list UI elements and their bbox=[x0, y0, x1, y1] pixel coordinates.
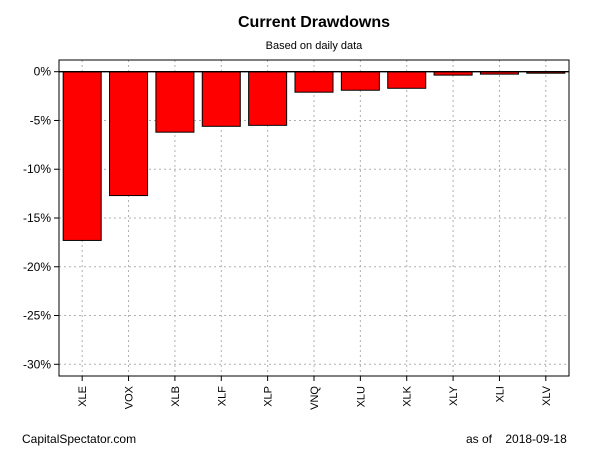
x-tick-label: XLU bbox=[355, 386, 367, 407]
source-credit: CapitalSpectator.com bbox=[22, 432, 137, 446]
bar-xlf bbox=[201, 71, 241, 127]
as-of-date: as of 2018-09-18 bbox=[466, 432, 567, 446]
as-of-value: 2018-09-18 bbox=[505, 432, 567, 446]
x-tick-label: XLF bbox=[216, 386, 228, 406]
chart-title: Current Drawdowns bbox=[238, 14, 390, 31]
y-tick-label: -15% bbox=[23, 211, 51, 225]
x-tick-label: XLK bbox=[402, 385, 414, 406]
x-tick-label: XLI bbox=[494, 386, 506, 403]
x-tick-label: XLB bbox=[170, 386, 182, 407]
x-tick-label: VNQ bbox=[309, 386, 321, 410]
as-of-label: as of bbox=[466, 432, 493, 446]
y-tick-label: -10% bbox=[23, 162, 51, 176]
x-tick-label: XLP bbox=[263, 386, 275, 407]
y-tick-label: -25% bbox=[23, 309, 51, 323]
bar-xlk bbox=[387, 71, 427, 89]
bar-xlp bbox=[248, 71, 288, 126]
axes: 0% -5% -10% -15% -20% -25% -30% XLE VOX XLB XLF XLP… bbox=[23, 65, 569, 410]
x-tick-label: XLV bbox=[541, 385, 553, 406]
plot-frame bbox=[58, 59, 570, 377]
y-tick-label: -20% bbox=[23, 260, 51, 274]
chart-subtitle: Based on daily data bbox=[266, 40, 364, 52]
x-tick-label: XLY bbox=[448, 385, 460, 406]
y-tick-label: -5% bbox=[30, 113, 52, 127]
bar-xlu bbox=[340, 71, 380, 91]
bar-xle bbox=[62, 71, 102, 241]
y-tick-label: -30% bbox=[23, 357, 51, 371]
y-tick-label: 0% bbox=[34, 65, 52, 79]
bar-vnq bbox=[294, 71, 334, 93]
bar-vox bbox=[109, 71, 149, 197]
bars bbox=[62, 71, 566, 241]
bar-xlb bbox=[155, 71, 195, 133]
x-tick-label: VOX bbox=[124, 385, 136, 409]
x-tick-label: XLE bbox=[77, 386, 89, 407]
